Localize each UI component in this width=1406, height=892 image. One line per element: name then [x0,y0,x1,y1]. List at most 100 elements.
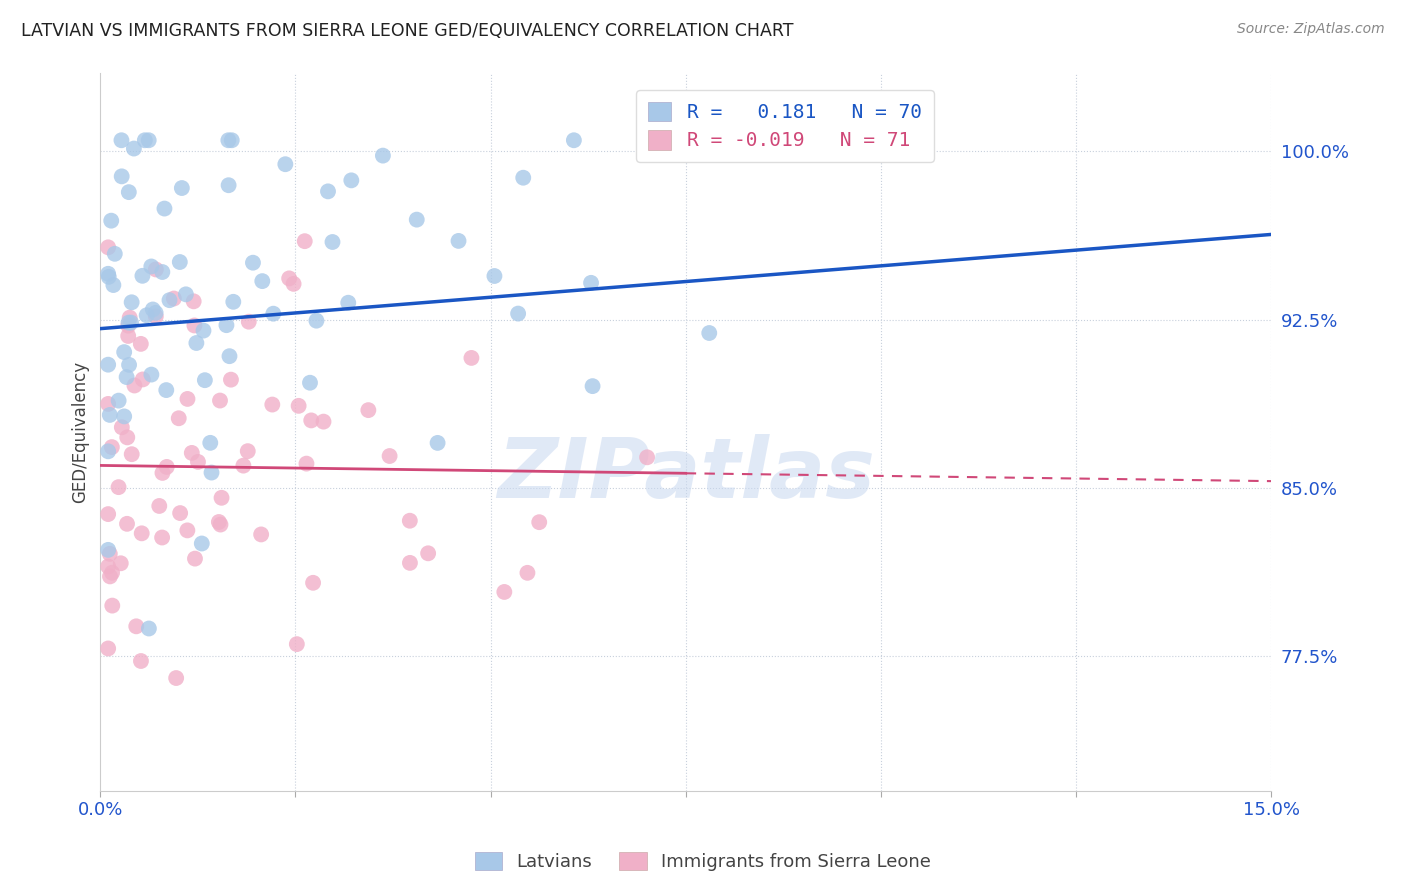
Point [274,157,297,171]
Point [104,247,127,261]
Point [194,373,217,387]
Point [236,444,259,458]
Point [129,337,152,351]
Point [101,440,124,454]
Point [200,466,222,480]
Point [152,466,174,480]
Point [122,142,145,156]
Point [484,268,506,283]
Point [97,641,120,656]
Point [131,526,153,541]
Point [221,133,243,147]
Point [141,368,163,382]
Text: LATVIAN VS IMMIGRANTS FROM SIERRA LEONE GED/EQUIVALENCY CORRELATION CHART: LATVIAN VS IMMIGRANTS FROM SIERRA LEONE … [21,22,793,40]
Point [200,435,222,450]
Point [117,318,139,333]
Point [107,480,129,494]
Point [115,516,138,531]
Point [97,542,120,557]
Point [305,313,328,327]
Point [121,295,143,310]
Point [129,654,152,668]
Point [97,240,120,254]
Point [398,514,420,528]
Point [316,185,339,199]
Point [103,278,125,293]
Point [111,169,134,184]
Point [120,316,142,330]
Point [112,409,135,424]
Point [340,173,363,187]
Point [118,185,141,199]
Point [581,379,603,393]
Point [217,133,239,147]
Point [426,436,449,450]
Point [115,370,138,384]
Point [183,294,205,309]
Point [494,585,516,599]
Point [131,268,153,283]
Point [508,307,530,321]
Legend: Latvians, Immigrants from Sierra Leone: Latvians, Immigrants from Sierra Leone [468,845,938,879]
Point [150,531,173,545]
Point [242,256,264,270]
Point [215,318,238,333]
Point [155,383,177,397]
Point [460,351,482,365]
Point [117,430,139,444]
Legend: R =   0.181   N = 70, R = -0.019   N = 71: R = 0.181 N = 70, R = -0.019 N = 71 [637,90,934,162]
Text: ZIPatlas: ZIPatlas [496,434,875,516]
Point [287,399,309,413]
Point [283,277,305,291]
Point [186,336,208,351]
Point [337,295,360,310]
Point [97,507,120,521]
Point [101,599,124,613]
Point [211,491,233,505]
Point [208,515,231,529]
Point [302,575,325,590]
Point [135,308,157,322]
Point [138,133,160,147]
Point [180,446,202,460]
Point [98,569,121,583]
Point [153,202,176,216]
Point [165,671,187,685]
Point [150,265,173,279]
Point [218,178,240,193]
Point [697,326,720,340]
Point [124,378,146,392]
Point [111,420,134,434]
Point [378,449,401,463]
Point [262,307,284,321]
Point [321,235,343,249]
Point [145,262,167,277]
Point [529,515,551,529]
Point [285,637,308,651]
Point [238,315,260,329]
Point [418,546,440,560]
Point [110,556,132,570]
Point [187,455,209,469]
Point [142,302,165,317]
Point [117,316,139,330]
Point [512,170,534,185]
Point [148,499,170,513]
Y-axis label: GED/Equivalency: GED/Equivalency [72,360,89,503]
Point [156,459,179,474]
Point [170,181,193,195]
Point [97,397,120,411]
Point [117,329,139,343]
Point [167,411,190,425]
Point [145,310,167,324]
Point [176,392,198,406]
Point [169,255,191,269]
Point [399,556,422,570]
Point [97,559,120,574]
Point [118,358,141,372]
Point [97,444,120,458]
Point [222,294,245,309]
Point [298,376,321,390]
Point [193,324,215,338]
Point [176,524,198,538]
